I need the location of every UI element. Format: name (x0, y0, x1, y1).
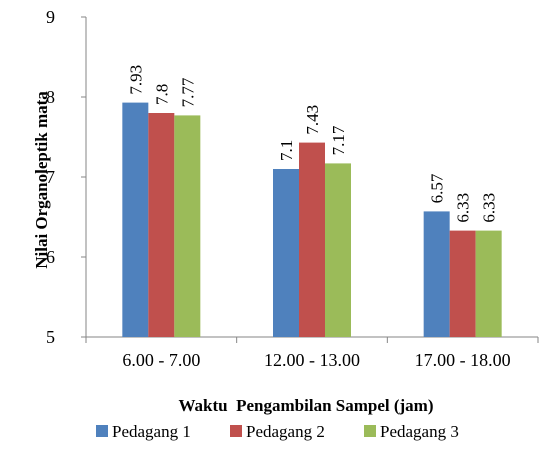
bar (148, 113, 175, 337)
legend-swatch (96, 425, 108, 437)
data-label: 7.93 (126, 65, 145, 95)
plot-area: 5 6 7 8 9 6.00 - 7.00 12.00 - 13.00 17.00 - 18.… (46, 7, 539, 370)
bar (174, 115, 201, 338)
legend: Pedagang 1 Pedagang 2 Pedagang 3 (96, 422, 459, 441)
y-tick-label: 6 (46, 247, 55, 267)
legend-swatch (364, 425, 376, 437)
data-label: 7.77 (178, 77, 197, 107)
data-label: 7.43 (303, 105, 322, 135)
x-tick-label: 17.00 - 18.00 (415, 350, 511, 370)
legend-label: Pedagang 1 (112, 422, 191, 441)
data-label: 6.57 (428, 173, 447, 203)
y-tick-label: 9 (46, 7, 55, 27)
data-label: 6.33 (454, 193, 473, 223)
bar (475, 230, 502, 337)
x-tick-label: 12.00 - 13.00 (264, 350, 360, 370)
data-label: 7.1 (277, 140, 296, 161)
y-tick-label: 8 (46, 87, 55, 107)
legend-swatch (230, 425, 242, 437)
data-label: 7.17 (329, 125, 348, 155)
legend-label: Pedagang 2 (246, 422, 325, 441)
bar (273, 169, 299, 337)
data-label: 7.8 (152, 84, 171, 105)
x-tick-label: 6.00 - 7.00 (122, 350, 200, 370)
x-axis-title: Waktu Pengambilan Sampel (jam) (178, 396, 433, 415)
bar (449, 230, 476, 337)
legend-label: Pedagang 3 (380, 422, 459, 441)
data-label: 6.33 (480, 193, 499, 223)
y-tick-label: 7 (46, 167, 55, 187)
y-tick-label: 5 (46, 327, 55, 347)
y-axis-title: Nilai Organoleptik mata (32, 91, 51, 269)
bar (299, 142, 325, 337)
bar (122, 102, 149, 337)
bar (423, 211, 450, 337)
bar (325, 163, 351, 337)
